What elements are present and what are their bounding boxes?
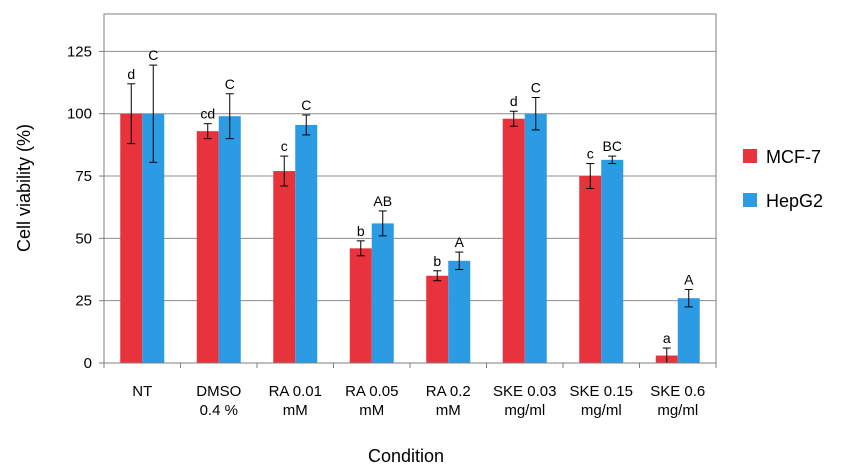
significance-label: C [531,80,541,96]
bar-hepg2 [371,223,394,363]
significance-label: c [281,138,288,154]
y-tick-label: 50 [75,230,92,247]
significance-label: a [663,330,671,346]
x-category-label: SKE 0.03 [493,383,556,400]
y-tick-label: 100 [67,106,92,123]
gridlines [104,50,716,302]
x-category-label: SKE 0.6 [650,383,705,400]
y-tick-label: 0 [84,355,92,372]
legend-label: HepG2 [766,191,823,211]
x-category-label: mM [283,402,308,419]
bar-mcf7 [579,176,602,363]
y-tick-label: 25 [75,293,92,310]
x-category-label: SKE 0.15 [570,383,633,400]
bar-mcf7 [120,113,143,363]
bar-mcf7 [349,248,372,363]
bar-hepg2 [601,159,624,363]
significance-label: d [127,66,135,82]
significance-label: c [587,146,594,162]
significance-label: b [357,223,365,239]
significance-label: A [684,271,694,287]
significance-label: d [510,93,518,109]
significance-label: b [433,253,441,269]
x-category-label: NT [132,383,152,400]
error-bars [127,64,693,364]
bar-mcf7 [426,275,449,363]
axes: 0 25 50 75 100 125 NT DMSO 0.4 % RA 0.01 mM RA 0.05… [67,13,717,419]
legend-swatch-mcf7 [743,149,757,163]
significance-labels: d cd c b b d c a C C C AB A C BC A [127,47,694,346]
significance-label: BC [603,138,622,154]
significance-label: A [455,234,465,250]
bar-hepg2 [218,116,241,363]
significance-label: AB [373,193,392,209]
bar-hepg2 [295,124,318,363]
significance-label: C [225,76,235,92]
y-axis-title: Cell viability (%) [14,124,34,252]
y-tick-label: 75 [75,168,92,185]
bar-hepg2 [448,260,471,363]
bar-mcf7 [502,118,525,363]
x-category-label: mM [359,402,384,419]
plot-area-border [103,13,717,364]
legend-label: MCF-7 [766,147,821,167]
legend: MCF-7 HepG2 [743,147,823,211]
x-category-label: mg/ml [581,402,622,419]
x-category-label: RA 0.01 [269,383,322,400]
x-category-label: 0.4 % [200,402,238,419]
x-category-label: RA 0.2 [426,383,471,400]
legend-swatch-hepg2 [743,193,757,207]
y-tick-label: 125 [67,43,92,60]
significance-label: cd [200,106,215,122]
bar-hepg2 [524,113,547,363]
bar-hepg2 [677,298,700,363]
x-category-label: mM [436,402,461,419]
bar-mcf7 [196,131,219,363]
x-axis-title: Condition [368,446,444,466]
x-category-label: RA 0.05 [345,383,398,400]
bar-mcf7 [273,171,296,363]
significance-label: C [301,97,311,113]
bars [120,113,700,363]
significance-label: C [148,47,158,63]
x-category-label: DMSO [196,383,241,400]
bar-hepg2 [142,113,165,363]
x-category-label: mg/ml [657,402,698,419]
x-category-label: mg/ml [504,402,545,419]
